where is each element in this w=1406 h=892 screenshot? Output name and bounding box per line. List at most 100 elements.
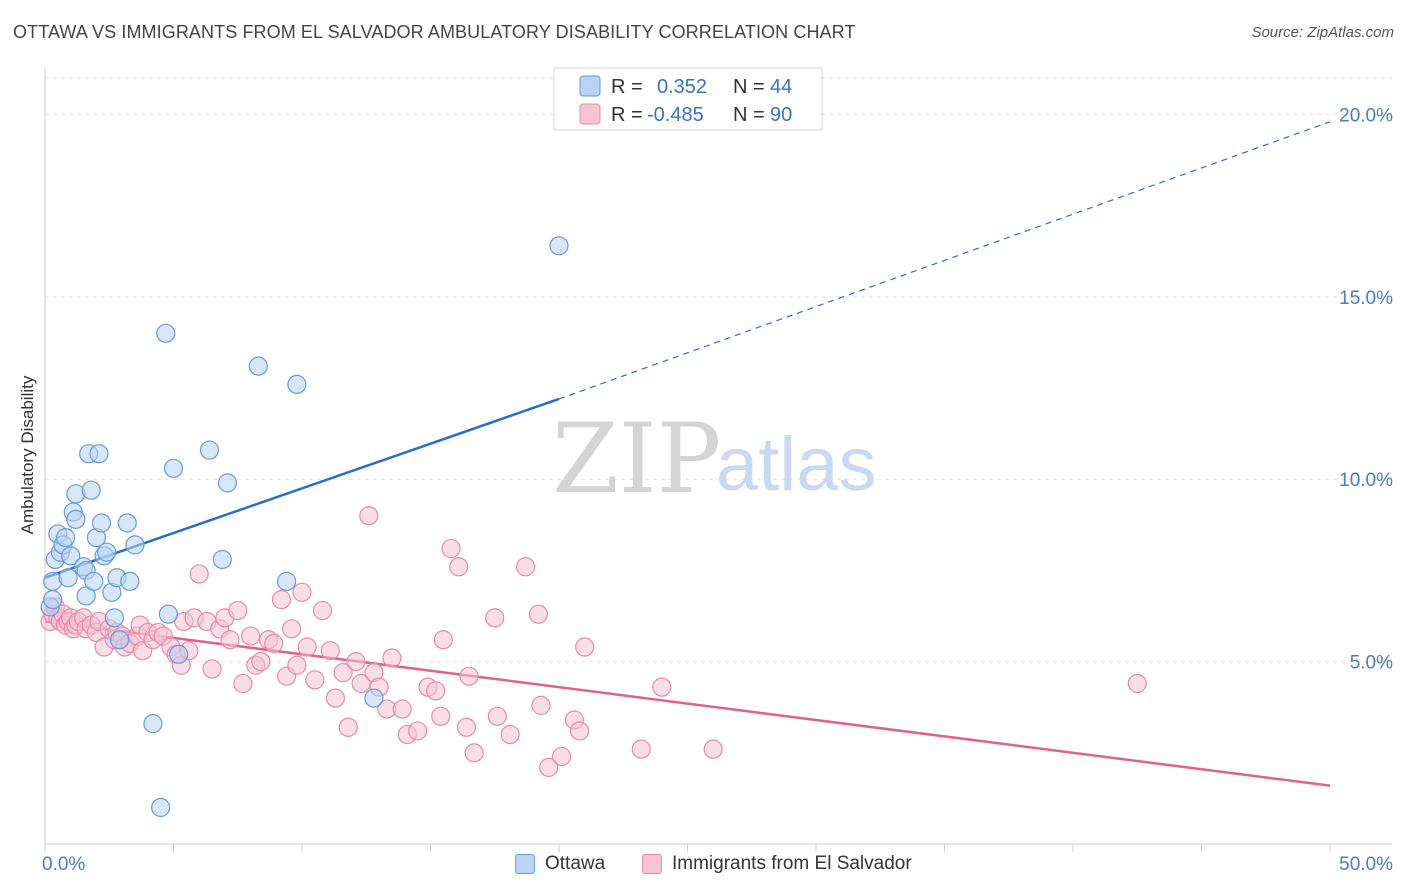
watermark-zip: ZIP: [552, 403, 721, 515]
watermark: ZIP atlas: [552, 403, 877, 515]
point-el-salvador-93: [652, 677, 672, 697]
point-ottawa-31: [143, 714, 163, 734]
point-el-salvador-86: [531, 695, 551, 715]
point-ottawa-30: [125, 535, 145, 555]
point-el-salvador-55: [297, 637, 317, 657]
point-ottawa-25: [104, 608, 124, 628]
legend-n-value-1: 44: [770, 76, 792, 98]
bottom-legend-swatch-ottawa: [515, 854, 535, 874]
point-ottawa-32: [151, 797, 171, 818]
stats-legend: R = 0.352 N = 44 R = -0.485 N = 90: [553, 67, 823, 131]
legend-r-value-1: 0.352: [657, 76, 707, 98]
point-ottawa-20: [89, 444, 109, 464]
legend-swatch-el-salvador: [579, 103, 601, 125]
point-el-salvador-50: [271, 590, 292, 610]
axes: [44, 68, 1392, 852]
legend-r-label-2: R =: [611, 104, 643, 126]
point-el-salvador-54: [292, 582, 312, 602]
point-el-salvador-58: [320, 641, 340, 661]
bottom-legend-label-ottawa: Ottawa: [545, 853, 606, 874]
point-el-salvador-69: [392, 699, 412, 719]
point-el-salvador-90: [569, 721, 590, 741]
series-ottawa-points: [40, 236, 569, 818]
point-el-salvador-84: [515, 557, 536, 577]
point-el-salvador-91: [575, 637, 595, 657]
point-el-salvador-37: [189, 564, 209, 584]
series-immigrants-el-salvador-points: [40, 506, 1147, 778]
point-el-salvador-39: [202, 659, 222, 679]
point-ottawa-35: [163, 458, 184, 478]
point-el-salvador-57: [312, 600, 333, 621]
point-el-salvador-75: [433, 630, 453, 650]
point-el-salvador-79: [459, 666, 479, 686]
point-el-salvador-43: [228, 600, 248, 621]
point-el-salvador-83: [500, 724, 520, 745]
point-ottawa-43: [364, 688, 384, 708]
trendline-ottawa-extended: [558, 121, 1331, 400]
point-el-salvador-68: [382, 648, 402, 668]
watermark-atlas: atlas: [716, 422, 877, 507]
point-ottawa-37: [199, 440, 220, 460]
gridlines: [45, 77, 1392, 663]
legend-r-label-1: R =: [611, 76, 643, 98]
point-ottawa-18: [84, 571, 104, 591]
legend-n-value-2: 90: [770, 104, 792, 126]
point-el-salvador-49: [264, 633, 284, 653]
point-ottawa-34: [158, 604, 178, 624]
chart-source: Source: ZipAtlas.com: [1251, 24, 1394, 41]
trendline-el-salvador: [44, 620, 1331, 787]
x-tick-label-0: 0.0%: [42, 854, 85, 875]
point-el-salvador-74: [431, 706, 451, 726]
point-el-salvador-81: [485, 608, 505, 628]
trendline-ottawa: [44, 397, 560, 579]
bottom-legend-el-salvador: Immigrants from El Salvador: [642, 851, 912, 877]
point-ottawa-8: [58, 568, 78, 588]
point-ottawa-33: [156, 323, 176, 343]
point-ottawa-42: [287, 374, 307, 394]
point-el-salvador-63: [351, 673, 371, 694]
legend-swatch-ottawa: [579, 75, 601, 97]
point-el-salvador-60: [333, 662, 353, 683]
point-ottawa-29: [120, 571, 140, 591]
point-ottawa-7: [55, 527, 76, 548]
point-ottawa-36: [169, 644, 189, 664]
point-el-salvador-78: [456, 717, 477, 737]
bottom-legend-swatch-el-salvador: [642, 854, 662, 874]
point-el-salvador-85: [528, 604, 549, 624]
legend-r-value-2: -0.485: [647, 104, 704, 126]
point-el-salvador-42: [220, 630, 240, 650]
bottom-legend-label-el-salvador: Immigrants from El Salvador: [672, 853, 912, 874]
point-el-salvador-82: [487, 706, 507, 726]
point-ottawa-28: [117, 513, 137, 533]
point-el-salvador-76: [441, 538, 461, 559]
point-ottawa-44: [549, 236, 569, 256]
point-el-salvador-44: [233, 673, 253, 694]
tick-labels: 5.0% 10.0% 15.0% 20.0% 0.0% 50.0%: [42, 105, 1393, 875]
point-ottawa-23: [97, 542, 117, 562]
point-el-salvador-59: [325, 688, 346, 708]
point-ottawa-21: [91, 513, 112, 533]
y-tick-label-2: 15.0%: [1339, 288, 1393, 309]
point-el-salvador-88: [551, 746, 572, 767]
point-el-salvador-45: [241, 626, 261, 646]
point-ottawa-11: [66, 509, 86, 529]
point-ottawa-38: [212, 549, 232, 570]
point-el-salvador-52: [282, 619, 302, 639]
point-ottawa-40: [248, 356, 268, 376]
point-ottawa-1: [43, 590, 63, 610]
y-tick-label-3: 20.0%: [1339, 105, 1393, 126]
bottom-legend-ottawa: Ottawa: [515, 851, 605, 877]
point-ottawa-39: [217, 473, 238, 493]
point-el-salvador-94: [703, 739, 723, 759]
point-el-salvador-61: [338, 717, 358, 737]
legend-n-label-1: N =: [733, 76, 765, 98]
x-tick-label-1: 50.0%: [1339, 854, 1393, 875]
point-el-salvador-87: [539, 757, 559, 778]
point-ottawa-9: [61, 546, 81, 566]
point-el-salvador-64: [359, 506, 379, 526]
point-el-salvador-80: [464, 743, 484, 763]
point-el-salvador-73: [426, 681, 446, 701]
point-el-salvador-53: [287, 655, 307, 675]
legend-n-label-2: N =: [733, 104, 765, 126]
